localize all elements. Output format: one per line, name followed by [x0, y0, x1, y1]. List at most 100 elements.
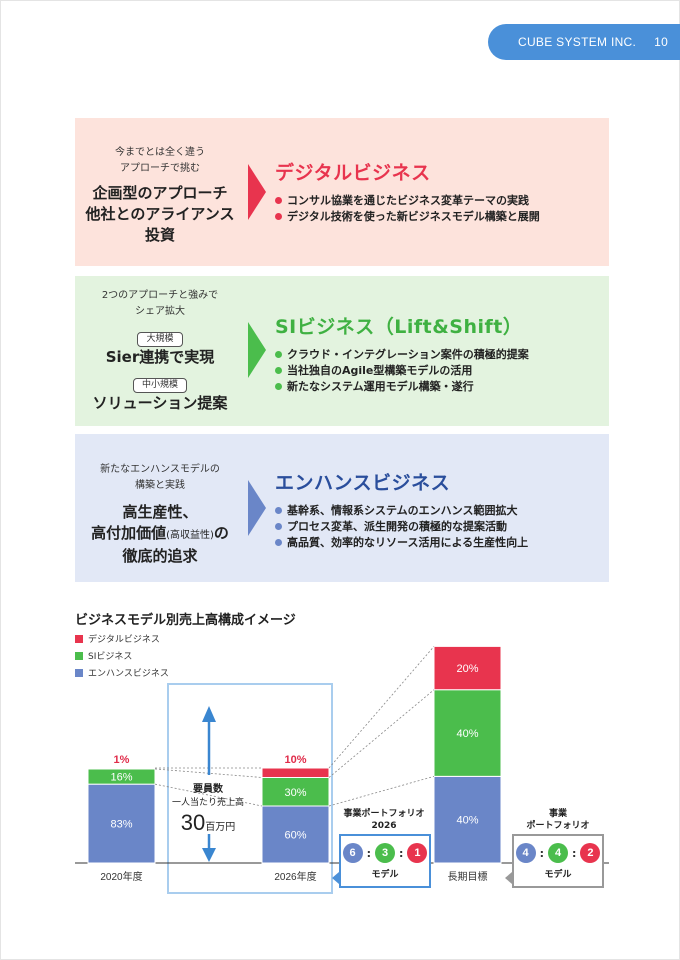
pointer-left-icon [505, 872, 512, 884]
ratio-si: 3 [375, 843, 395, 863]
subtitle-line: シェア拡大 [135, 306, 185, 317]
panel-right: SIビジネス（Lift&Shift） クラウド・インテグレーション案件の積極的提… [275, 312, 529, 395]
bar-segment [87, 767, 156, 770]
bullet-list: コンサル協業を通じたビジネス変革テーマの実践 デジタル技術を使った新ビジネスモデ… [275, 193, 540, 225]
lead-text: 高付加価値 [91, 524, 167, 542]
pointer-left-icon [332, 872, 339, 884]
legend-label: SIビジネス [88, 652, 133, 662]
connector-line [328, 775, 435, 807]
panel-lead: ソリューション提案 [92, 394, 228, 412]
bullet-dot-icon [275, 197, 282, 204]
x-tick-label: 長期目標 [448, 870, 488, 883]
panel-si-business: 2つのアプローチと強みで シェア拡大 大規模 Sier連携で実現 中小規模 ソリ… [75, 276, 609, 426]
bullet-item: 高品質、効率的なリソース活用による生産性向上 [275, 535, 528, 551]
portfolio-title-line: ポートフォリオ [526, 821, 590, 831]
portfolio-ratio: 6 : 3 : 1 [341, 843, 429, 863]
bullet-list: クラウド・インテグレーション案件の積極的提案 当社独自のAgile型構築モデルの… [275, 347, 529, 395]
panel-lead: Sier連携で実現 [105, 348, 215, 366]
chart-legend: デジタルビジネス SIビジネス エンハンスビジネス [75, 630, 169, 681]
bullet-text: 新たなシステム運用モデル構築・遂行 [287, 380, 474, 393]
subtitle-line: 構築と実践 [135, 480, 185, 491]
arrow-up-icon [202, 706, 216, 722]
legend-label: デジタルビジネス [88, 635, 160, 645]
lead-line: 投資 [144, 226, 175, 244]
bullet-item: 当社独自のAgile型構築モデルの活用 [275, 363, 529, 379]
bullet-item: デジタル技術を使った新ビジネスモデル構築と展開 [275, 209, 540, 225]
bar-value-label: 83% [110, 819, 132, 831]
portfolio-2026-title: 事業ポートフォリオ 2026 [336, 808, 432, 832]
bullet-list: 基幹系、情報系システムのエンハンス範囲拡大 プロセス変革、派生開発の積極的な提案… [275, 503, 528, 551]
staff-productivity-box [167, 683, 333, 894]
lead-note: (高収益性) [166, 530, 214, 541]
bullet-item: 基幹系、情報系システムのエンハンス範囲拡大 [275, 503, 528, 519]
panel-enhance-business: 新たなエンハンスモデルの 構築と実践 高生産性、 高付加価値(高収益性)の 徹底… [75, 434, 609, 582]
bar-value-label: 20% [456, 663, 478, 675]
panel-right: エンハンスビジネス 基幹系、情報系システムのエンハンス範囲拡大 プロセス変革、派… [275, 468, 528, 551]
staff-sublabel: 一人当たり売上高 [171, 798, 244, 808]
bullet-item: 新たなシステム運用モデル構築・遂行 [275, 379, 529, 395]
panel-title: SIビジネス（Lift&Shift） [275, 316, 523, 338]
legend-swatch [75, 651, 83, 660]
lead-line: 他社とのアライアンス [85, 205, 235, 223]
portfolio-title-line: 2026 [371, 821, 397, 831]
bar-value-label: 16% [110, 772, 132, 784]
bullet-text: 当社独自のAgile型構築モデルの活用 [287, 364, 473, 377]
portfolio-long-title: 事業 ポートフォリオ [512, 808, 604, 832]
panel-right: デジタルビジネス コンサル協業を通じたビジネス変革テーマの実践 デジタル技術を使… [275, 158, 540, 225]
bullet-item: クラウド・インテグレーション案件の積極的提案 [275, 347, 529, 363]
company-name: CUBE SYSTEM INC. [518, 35, 637, 49]
scale-tag: 中小規模 [132, 378, 187, 393]
portfolio-long-box: 4 : 4 : 2 モデル [512, 834, 604, 888]
portfolio-2026-box: 6 : 3 : 1 モデル [339, 834, 431, 888]
ratio-separator: : [539, 846, 544, 860]
ratio-digital: 1 [407, 843, 428, 863]
connector-line [328, 689, 435, 778]
x-tick-label: 2026年度 [274, 870, 316, 883]
ratio-enhance: 6 [342, 843, 363, 863]
chart-title: ビジネスモデル別売上高構成イメージ [75, 613, 296, 628]
legend-item: SIビジネス [75, 647, 169, 664]
staff-value-unit: 百万円 [205, 822, 236, 833]
ratio-separator: : [399, 846, 404, 860]
lead-line: 徹底的追求 [122, 547, 198, 565]
legend-item: デジタルビジネス [75, 630, 169, 647]
bar-value-label: 10% [284, 754, 306, 766]
bullet-dot-icon [275, 539, 282, 546]
subtitle-line: アプローチで挑む [120, 163, 200, 174]
bullet-text: クラウド・インテグレーション案件の積極的提案 [287, 348, 529, 361]
scale-tag: 大規模 [137, 332, 183, 347]
ratio-enhance: 4 [515, 843, 536, 863]
legend-item: エンハンスビジネス [75, 664, 169, 681]
bullet-text: 基幹系、情報系システムのエンハンス範囲拡大 [287, 504, 518, 517]
bar-value-label: 60% [284, 830, 306, 842]
panel-left: 今までとは全く違う アプローチで挑む 企画型のアプローチ 他社とのアライアンス … [75, 118, 245, 266]
bullet-dot-icon [275, 213, 282, 220]
ratio-si: 4 [548, 843, 568, 863]
ratio-separator: : [572, 846, 577, 860]
bullet-item: プロセス変革、派生開発の積極的な提案活動 [275, 519, 528, 535]
page-header-tab: CUBE SYSTEM INC. 10 [488, 24, 680, 60]
panel-lead: 高生産性、 高付加価値(高収益性)の 徹底的追求 [75, 502, 245, 567]
bar-segment [87, 783, 156, 864]
lead-line: 企画型のアプローチ [92, 184, 228, 202]
bullet-dot-icon [275, 351, 282, 358]
panel-left: 2つのアプローチと強みで シェア拡大 大規模 Sier連携で実現 中小規模 ソリ… [75, 276, 245, 426]
portfolio-ratio: 4 : 4 : 2 [514, 843, 602, 863]
arrow-right-icon [248, 480, 266, 536]
staff-value: 30百万円 [170, 810, 246, 841]
portfolio-model-label: モデル [544, 870, 572, 880]
ratio-separator: : [366, 846, 371, 860]
panel-digital-business: 今までとは全く違う アプローチで挑む 企画型のアプローチ 他社とのアライアンス … [75, 118, 609, 266]
legend-swatch [75, 634, 83, 643]
bar-value-label: 30% [284, 787, 306, 799]
portfolio-title-line: 事業 [548, 809, 567, 819]
panel-subtitle: 2つのアプローチと強みで シェア拡大 [75, 288, 245, 320]
connector-line [328, 646, 435, 769]
bar-segment [433, 775, 502, 864]
arrow-down-icon [202, 848, 216, 862]
staff-productivity-text: 要員数 一人当たり売上高 30百万円 [170, 783, 246, 841]
bullet-item: コンサル協業を通じたビジネス変革テーマの実践 [275, 193, 540, 209]
subtitle-line: 2つのアプローチと強みで [101, 290, 219, 301]
bar-value-label: 40% [456, 815, 478, 827]
